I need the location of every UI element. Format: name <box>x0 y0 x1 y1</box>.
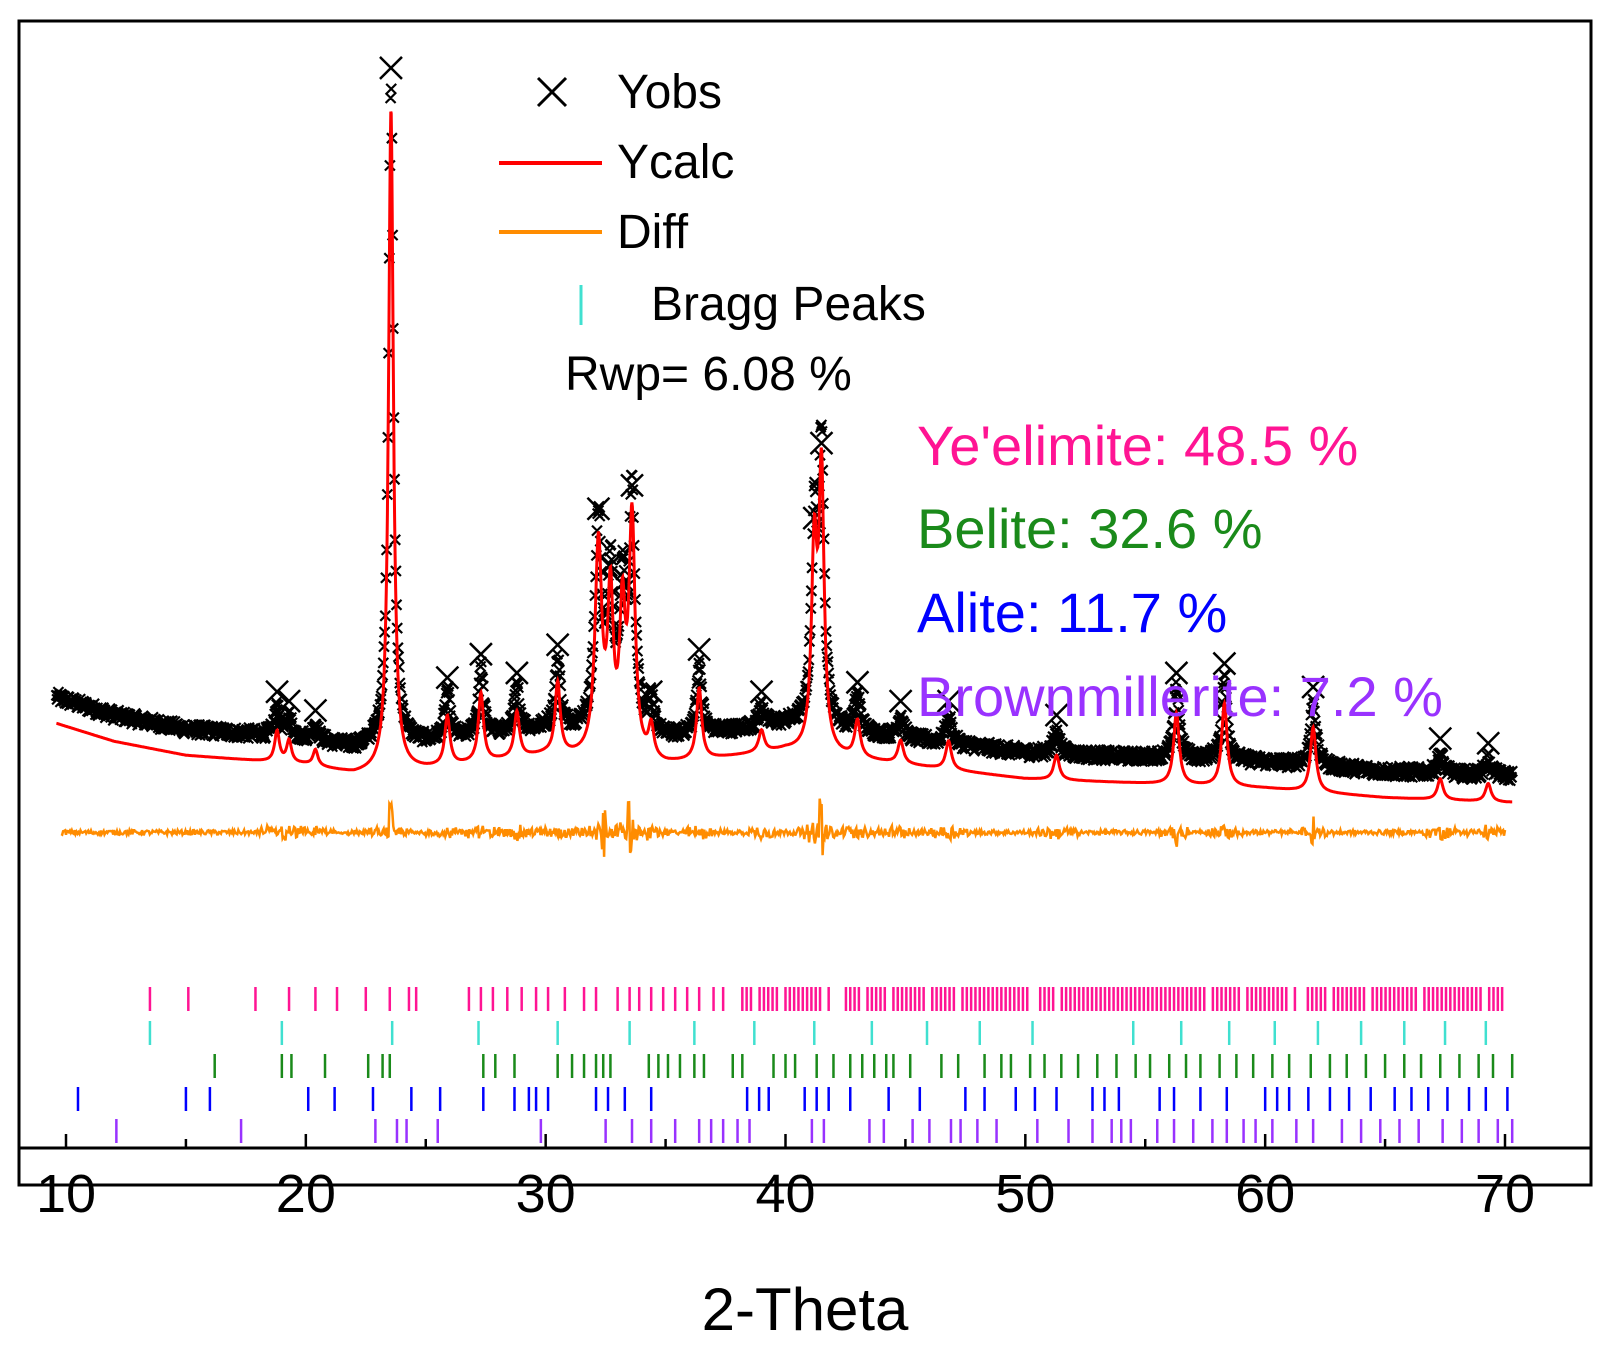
phase-belite-label: Belite: 32.6 % <box>917 497 1263 560</box>
bragg-row-ye-elimite <box>148 987 725 1011</box>
yobs-markers <box>50 83 1518 787</box>
yobs-peak-marker <box>845 670 870 695</box>
x-tick-label: 60 <box>1235 1164 1295 1224</box>
yobs-peak-marker <box>809 431 834 456</box>
ycalc-layer <box>56 111 1513 804</box>
rwp-label: Rwp= 6.08 % <box>565 348 852 401</box>
x-tick-label: 10 <box>36 1164 96 1224</box>
ycalc-line <box>56 111 1513 804</box>
yobs-peak-marker <box>1212 651 1237 676</box>
yobs-layer <box>50 56 1518 787</box>
x-tick-label: 40 <box>755 1164 815 1224</box>
x-tick-label: 20 <box>276 1164 336 1224</box>
yobs-peak-marker <box>639 679 664 704</box>
bragg-row-alite <box>76 1087 1509 1111</box>
bragg-row-belite <box>213 1054 1514 1078</box>
yobs-peak-marker <box>469 642 493 667</box>
legend-item-diff: Diff <box>499 206 689 259</box>
legend-bragg-label: Bragg Peaks <box>651 278 926 331</box>
x-axis-title: 2-Theta <box>702 1276 909 1343</box>
bragg-row-bragg-peaks <box>148 1021 1488 1045</box>
bragg-rows <box>76 987 1514 1143</box>
yobs-peak-marker <box>687 637 712 662</box>
yobs-peak-marker <box>586 496 611 521</box>
phase-yeelimite-label: Ye'elimite: 48.5 % <box>917 414 1358 477</box>
yobs-peak-marker <box>545 632 570 657</box>
phase-alite-label: Alite: 11.7 % <box>917 581 1227 644</box>
yobs-peak-marker <box>1428 726 1453 751</box>
legend-item-bragg: Bragg Peaks <box>579 278 926 331</box>
yobs-peak-marker <box>1164 661 1189 685</box>
yobs-peak-marker <box>435 665 460 690</box>
x-tick-label: 70 <box>1475 1164 1535 1224</box>
yobs-peak-marker <box>303 698 328 723</box>
legend: Yobs Ycalc Diff Bragg Peaks <box>499 66 926 331</box>
legend-yobs-marker <box>536 76 568 108</box>
yobs-peak-marker <box>1301 675 1326 699</box>
yobs-peak-marker <box>265 679 289 704</box>
yobs-peak-marker <box>936 689 961 713</box>
legend-ycalc-label: Ycalc <box>617 136 734 189</box>
diff-line <box>60 798 1507 857</box>
legend-item-ycalc: Ycalc <box>499 136 734 189</box>
yobs-peak-marker <box>888 689 913 713</box>
yobs-peak-marker <box>505 661 529 685</box>
x-tick-label: 30 <box>516 1164 576 1224</box>
x-axis: 10 20 30 40 50 60 70 <box>19 1134 1591 1224</box>
yobs-peak-marker <box>620 473 644 498</box>
phase-brownmillerite-label: Brownmillerite: 7.2 % <box>917 665 1443 728</box>
legend-diff-label: Diff <box>617 206 689 259</box>
x-tick-label: 50 <box>995 1164 1055 1224</box>
plot-frame <box>17 19 1593 1187</box>
bragg-row-yeelimite-dense <box>741 987 1504 1011</box>
yobs-peak-marker <box>1044 703 1069 728</box>
yobs-peak-marker <box>749 679 774 704</box>
yobs-peak-marker <box>277 689 301 713</box>
bragg-row-brownmillerite <box>115 1119 1514 1143</box>
yobs-peak-marker <box>379 56 403 80</box>
legend-item-yobs: Yobs <box>536 66 722 119</box>
legend-yobs-label: Yobs <box>617 66 722 119</box>
yobs-peak-marker <box>1476 731 1501 756</box>
diff-layer <box>60 798 1507 857</box>
phase-percentages: Ye'elimite: 48.5 % Belite: 32.6 % Alite:… <box>917 414 1443 728</box>
